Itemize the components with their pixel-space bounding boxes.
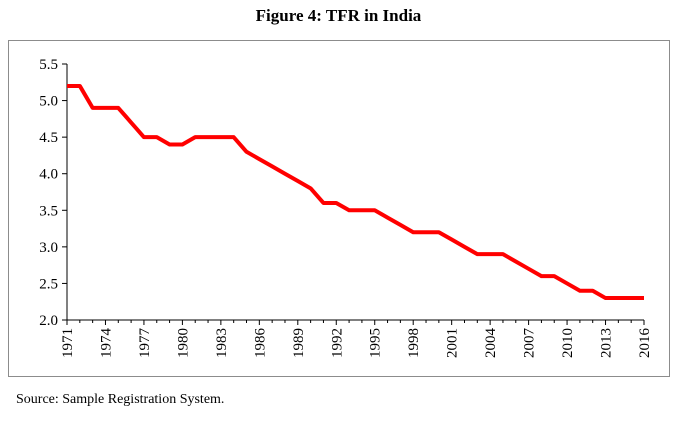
data-point — [604, 297, 607, 300]
y-tick-label: 2.0 — [39, 313, 58, 329]
data-point — [258, 158, 261, 161]
data-point — [437, 231, 440, 234]
x-tick-label: 2016 — [637, 328, 653, 359]
data-point — [309, 187, 312, 190]
data-point — [617, 297, 620, 300]
x-tick-label: 1998 — [406, 328, 422, 358]
data-point — [348, 209, 351, 212]
data-point — [219, 136, 222, 139]
data-point — [360, 209, 363, 212]
data-point — [207, 136, 210, 139]
data-point — [399, 223, 402, 226]
data-point — [296, 180, 299, 183]
x-tick-label: 1980 — [175, 328, 191, 358]
data-point — [501, 253, 504, 256]
data-point — [476, 253, 479, 256]
x-tick-label: 2007 — [522, 328, 538, 359]
data-point — [425, 231, 428, 234]
data-point — [373, 209, 376, 212]
data-point — [181, 143, 184, 146]
x-tick-label: 1977 — [137, 328, 153, 359]
data-point — [194, 136, 197, 139]
tfr-series-line — [67, 83, 644, 301]
x-axis-ticks: 1971 1974 1977 1980 1983 1986 1989 1992 1995 1998… — [60, 320, 653, 358]
y-axis-ticks: 2.0 2.5 3.0 3.5 4.0 4.5 5.0 5.5 — [39, 57, 67, 329]
data-point — [489, 253, 492, 256]
figure-title: Figure 4: TFR in India — [255, 6, 422, 25]
data-point — [566, 282, 569, 285]
data-point — [412, 231, 415, 234]
data-point — [91, 106, 94, 109]
data-point — [104, 106, 107, 109]
data-point — [643, 297, 646, 300]
data-point — [155, 136, 158, 139]
data-point — [450, 238, 453, 241]
data-point — [66, 84, 69, 87]
y-tick-label: 4.0 — [39, 167, 58, 183]
x-tick-label: 2010 — [560, 328, 576, 358]
series-layer — [66, 83, 646, 301]
y-tick-label: 3.0 — [39, 240, 58, 256]
x-tick-label: 1989 — [291, 328, 307, 358]
data-point — [553, 275, 556, 278]
x-tick-label: 1983 — [214, 328, 230, 358]
chart-frame — [8, 40, 670, 377]
data-point — [514, 260, 517, 263]
x-tick-label: 2001 — [445, 328, 461, 358]
data-point — [271, 165, 274, 168]
chart-axes — [66, 64, 644, 321]
x-tick-label: 1995 — [368, 328, 384, 358]
data-point — [78, 84, 81, 87]
data-point — [232, 136, 235, 139]
data-point — [386, 216, 389, 219]
y-tick-label: 5.5 — [39, 57, 58, 73]
source-note: Source: Sample Registration System. — [16, 392, 225, 407]
data-point — [245, 150, 248, 153]
y-tick-label: 5.0 — [39, 94, 58, 110]
x-tick-label: 1974 — [98, 328, 114, 359]
y-tick-label: 3.5 — [39, 203, 58, 219]
data-point — [578, 289, 581, 292]
x-tick-label: 1992 — [329, 328, 345, 358]
data-point — [540, 275, 543, 278]
data-point — [527, 267, 530, 270]
data-point — [117, 106, 120, 109]
x-tick-label: 2004 — [483, 328, 499, 359]
y-tick-label: 4.5 — [39, 130, 58, 146]
y-tick-label: 2.5 — [39, 276, 58, 292]
data-point — [168, 143, 171, 146]
data-point — [335, 201, 338, 204]
x-tick-label: 1971 — [60, 328, 76, 358]
data-point — [130, 121, 133, 124]
data-point — [463, 245, 466, 248]
data-point — [283, 172, 286, 175]
x-tick-label: 1986 — [252, 328, 268, 359]
x-tick-label: 2013 — [599, 328, 615, 358]
data-point — [630, 297, 633, 300]
data-point — [591, 289, 594, 292]
data-point — [142, 136, 145, 139]
data-point — [322, 201, 325, 204]
